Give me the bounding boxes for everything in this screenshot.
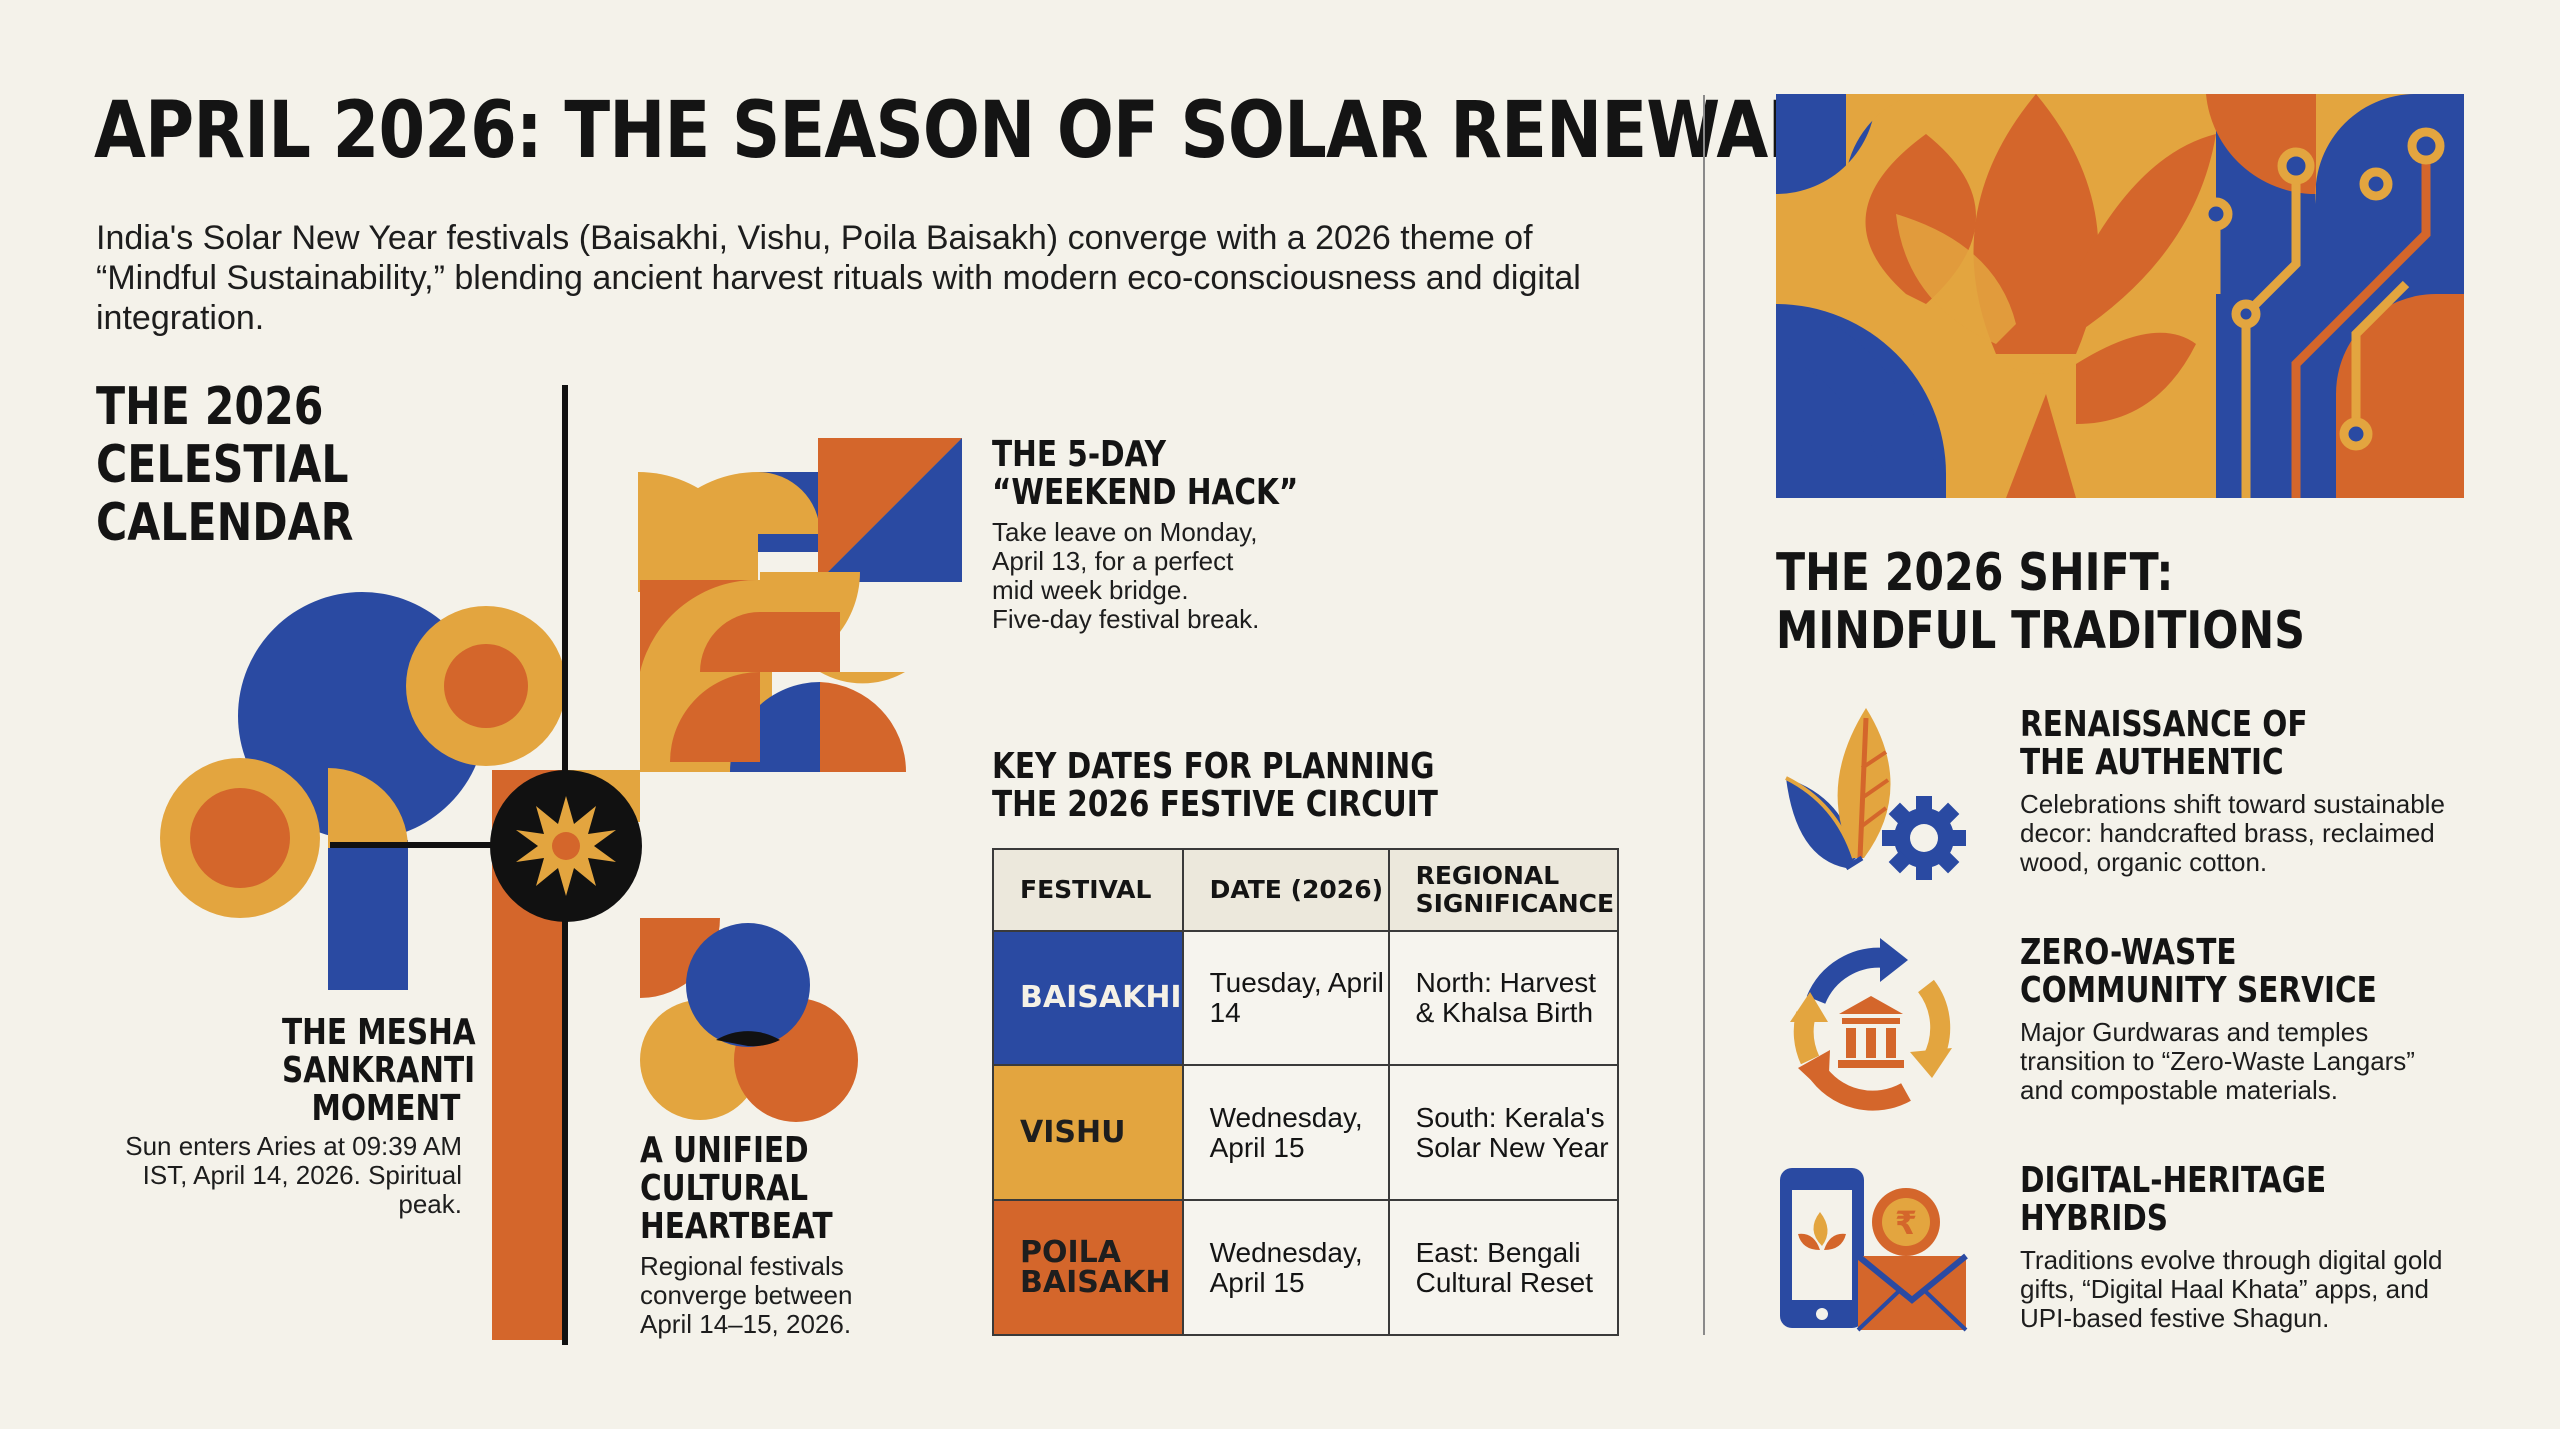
column-divider bbox=[1703, 95, 1705, 1335]
celestial-heading: THE 2026 CELESTIAL CALENDAR bbox=[96, 377, 354, 553]
key-dates-table: FESTIVAL DATE (2026) REGIONAL SIGNIFICAN… bbox=[992, 848, 1620, 1336]
celestial-illustration bbox=[160, 385, 962, 1345]
shift-item-heading: DIGITAL-HERITAGE HYBRIDS bbox=[2020, 1160, 2327, 1239]
phone-gift-icon: ₹ bbox=[1780, 1168, 1968, 1332]
festival-cell: VISHU bbox=[992, 1064, 1184, 1202]
blue-block-shape bbox=[328, 840, 408, 990]
temple-recycle-icon bbox=[1790, 938, 1952, 1111]
shift-item-heading: ZERO-WASTE COMMUNITY SERVICE bbox=[2020, 932, 2377, 1011]
mesha-text: Sun enters Aries at 09:39 AM IST, April … bbox=[125, 1131, 462, 1219]
table-row: BAISAKHI Tuesday, April 14 North: Harves… bbox=[992, 929, 1620, 1067]
quarter-shape bbox=[328, 768, 408, 848]
table-header-row: FESTIVAL DATE (2026) REGIONAL SIGNIFICAN… bbox=[992, 848, 1620, 932]
left-dot-shape bbox=[190, 788, 290, 888]
rupee-symbol: ₹ bbox=[1895, 1204, 1917, 1242]
horizontal-axis-line bbox=[330, 842, 570, 848]
festival-cell: POILA BAISAKH bbox=[992, 1199, 1184, 1336]
orange-dot-shape bbox=[444, 644, 528, 728]
weekend-hack-heading: THE 5-DAY “WEEKEND HACK” bbox=[992, 434, 1299, 513]
significance-cell: North: Harvest & Khalsa Birth bbox=[1387, 929, 1620, 1067]
shift-item-text: Traditions evolve through digital gold g… bbox=[2020, 1245, 2443, 1333]
page-title: APRIL 2026: THE SEASON OF SOLAR RENEWAL bbox=[94, 86, 1810, 176]
weekend-hack-text: Take leave on Monday, April 13, for a pe… bbox=[992, 517, 1260, 634]
date-cell: Tuesday, April 14 bbox=[1181, 929, 1390, 1067]
col-header-significance: REGIONAL SIGNIFICANCE bbox=[1387, 848, 1620, 932]
shift-item-heading: RENAISSANCE OF THE AUTHENTIC bbox=[2020, 704, 2308, 783]
unified-text: Regional festivals converge between Apri… bbox=[640, 1251, 853, 1339]
date-cell: Wednesday, April 15 bbox=[1181, 1199, 1390, 1336]
table-row: POILA BAISAKH Wednesday, April 15 East: … bbox=[992, 1199, 1620, 1336]
festival-cell: BAISAKHI bbox=[992, 929, 1184, 1067]
key-dates-heading: KEY DATES FOR PLANNING THE 2026 FESTIVE … bbox=[992, 746, 1438, 825]
significance-cell: South: Kerala's Solar New Year bbox=[1387, 1064, 1620, 1202]
shift-heading: THE 2026 SHIFT: MINDFUL TRADITIONS bbox=[1776, 543, 2305, 661]
col-header-date: DATE (2026) bbox=[1181, 848, 1390, 932]
date-cell: Wednesday, April 15 bbox=[1181, 1064, 1390, 1202]
lotus-circuit-illustration bbox=[1776, 94, 2464, 498]
intro-text: India's Solar New Year festivals (Baisak… bbox=[96, 219, 1581, 337]
significance-cell: East: Bengali Cultural Reset bbox=[1387, 1199, 1620, 1336]
mesha-heading: THE MESHA SANKRANTI MOMENT bbox=[282, 1012, 476, 1129]
shift-item-text: Celebrations shift toward sustainable de… bbox=[2020, 789, 2445, 877]
unified-heading: A UNIFIED CULTURAL HEARTBEAT bbox=[640, 1130, 833, 1247]
col-header-festival: FESTIVAL bbox=[992, 848, 1184, 932]
table-row: VISHU Wednesday, April 15 South: Kerala'… bbox=[992, 1064, 1620, 1202]
leaf-gear-icon bbox=[1785, 708, 1966, 880]
shift-item-text: Major Gurdwaras and temples transition t… bbox=[2020, 1017, 2415, 1105]
